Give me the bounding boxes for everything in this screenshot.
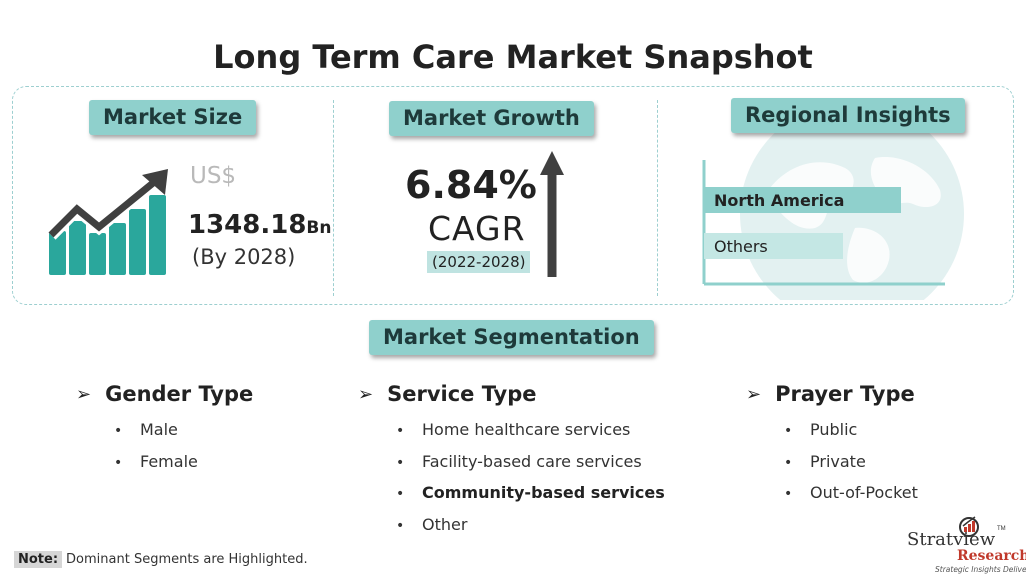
bullet-icon: • (396, 486, 405, 502)
cagr-period: (2022-2028) (427, 251, 531, 273)
logo-emblem-icon (959, 516, 979, 537)
note-label: Note: (14, 551, 63, 568)
segment-column-prayer: ➢ Prayer Type • Public • Private • Out-of-Po… (746, 382, 918, 509)
region-axis (702, 160, 945, 286)
list-item: • Private (784, 446, 918, 478)
segment-item-label: Out-of-Pocket (810, 483, 918, 502)
bullet-icon: • (114, 454, 123, 471)
regional-insights-heading: Regional Insights (731, 98, 965, 133)
segment-item-label: Female (140, 451, 198, 471)
market-size-value: 1348.18Bn (188, 210, 331, 240)
segment-title: Service Type (387, 382, 537, 406)
market-size-heading: Market Size (89, 100, 257, 135)
chevron-right-icon: ➢ (358, 383, 374, 405)
list-item-highlighted: • Community-based services (396, 477, 665, 509)
segment-heading: ➢ Prayer Type (746, 382, 918, 406)
snapshot-panel (12, 86, 1014, 305)
list-item: • Male (114, 414, 253, 446)
segment-item-label: Home healthcare services (422, 420, 631, 439)
segment-item-label: Community-based services (422, 483, 665, 502)
logo-tagline: Strategic Insights Delivered (935, 565, 1026, 574)
bullet-icon: • (396, 454, 405, 471)
market-growth-heading: Market Growth (389, 101, 594, 136)
market-size-unit: Bn (306, 218, 332, 238)
growth-bar-chart-icon (46, 169, 168, 275)
currency-label: US$ (190, 163, 237, 189)
company-logo: Stratview TM Research Strategic Insights… (900, 514, 1026, 574)
footnote: Note: Dominant Segments are Highlighted. (14, 551, 308, 568)
segment-item-label: Private (810, 451, 866, 471)
segment-item-label: Male (140, 420, 178, 439)
segment-title: Gender Type (105, 382, 254, 406)
market-segmentation-heading: Market Segmentation (369, 320, 654, 355)
segment-item-label: Facility-based care services (422, 451, 642, 471)
segment-column-gender: ➢ Gender Type • Male • Female (76, 382, 253, 477)
logo-subtitle: Research (957, 548, 1026, 564)
column-divider (657, 100, 658, 296)
bullet-icon: • (396, 423, 405, 439)
segment-heading: ➢ Service Type (358, 382, 665, 406)
segment-list: • Public • Private • Out-of-Pocket (784, 414, 918, 509)
segment-title: Prayer Type (775, 382, 915, 406)
cagr-value: 6.84% (405, 163, 537, 207)
logo-trademark: TM (997, 526, 1006, 532)
bullet-icon: • (784, 423, 793, 439)
segment-heading: ➢ Gender Type (76, 382, 253, 406)
region-bar: North America (704, 187, 901, 213)
page-title: Long Term Care Market Snapshot (213, 38, 813, 76)
bullet-icon: • (114, 423, 123, 439)
bullet-icon: • (784, 454, 793, 471)
market-size-year: (By 2028) (192, 245, 296, 269)
segment-list: • Male • Female (114, 414, 253, 477)
note-text: Dominant Segments are Highlighted. (66, 552, 308, 567)
up-arrow-icon (540, 151, 564, 277)
list-item: • Female (114, 446, 253, 478)
segment-list: • Home healthcare services • Facility-base… (396, 414, 665, 540)
list-item: • Other (396, 509, 665, 541)
list-item: • Facility-based care services (396, 446, 665, 478)
segment-item-label: Other (422, 514, 468, 534)
chevron-right-icon: ➢ (746, 383, 762, 405)
list-item: • Home healthcare services (396, 414, 665, 446)
market-size-number: 1348.18 (188, 210, 307, 240)
segment-item-label: Public (810, 420, 858, 439)
logo-name: Stratview (907, 529, 996, 550)
region-bar: Others (704, 233, 843, 259)
column-divider (333, 100, 334, 296)
region-label: North America (714, 190, 845, 210)
bullet-icon: • (784, 486, 793, 502)
bullet-icon: • (396, 517, 405, 534)
segment-column-service: ➢ Service Type • Home healthcare services … (358, 382, 665, 540)
region-label: Others (714, 236, 768, 256)
cagr-label: CAGR (428, 209, 526, 248)
list-item: • Public (784, 414, 918, 446)
chevron-right-icon: ➢ (76, 383, 92, 405)
list-item: • Out-of-Pocket (784, 477, 918, 509)
